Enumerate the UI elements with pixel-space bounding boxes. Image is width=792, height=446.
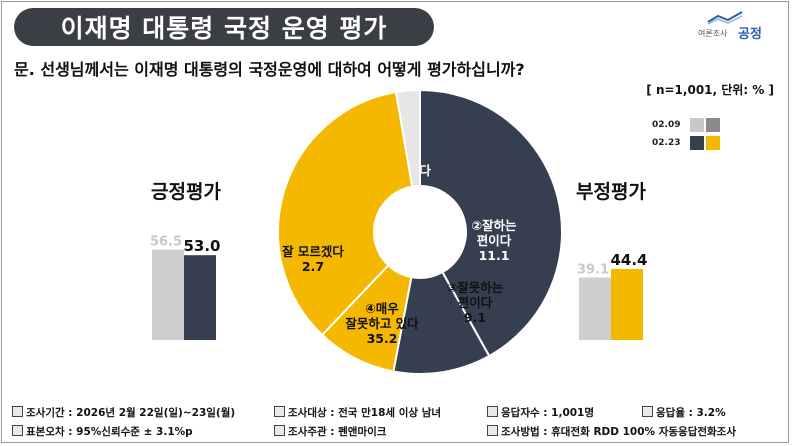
donut-slice-4 xyxy=(394,88,421,188)
logo-mark-icon xyxy=(707,11,743,25)
negative-bar-label-1: 44.4 xyxy=(610,251,647,269)
donut-slice-0 xyxy=(419,88,563,358)
positive-bar-label-0: 56.5 xyxy=(150,235,182,250)
slice-label-3-line1: ④매우 xyxy=(365,301,399,316)
donut-slice-3 xyxy=(277,90,414,337)
logo-sub-text: 여론조사 xyxy=(698,29,728,38)
bullet-square-icon xyxy=(274,425,285,436)
positive-bar-label-1: 53.0 xyxy=(183,237,220,255)
negative-title: 부정평가 xyxy=(576,181,646,203)
positive-bar-0 xyxy=(152,249,184,340)
footer-item-target: 조사대상 : 전국 만18세 이상 남녀 xyxy=(274,405,441,420)
bullet-square-icon xyxy=(12,406,23,417)
negative-bar-0 xyxy=(579,277,611,340)
bullet-square-icon xyxy=(274,406,285,417)
slice-value-1: 11.1 xyxy=(479,248,510,263)
slice-label-1-line2: 편이다 xyxy=(477,233,512,248)
footer-item-response-rate: 응답율 : 3.2% xyxy=(642,405,726,420)
footer-item-margin-error: 표본오차 : 95%신뢰수준 ± 3.1%p xyxy=(12,424,193,439)
slice-value-2: 9.1 xyxy=(464,310,486,325)
positive-title: 긍정평가 xyxy=(151,181,221,203)
slice-label-2-line2: 편이다 xyxy=(458,295,493,310)
footer-item-respondents: 응답자수 : 1,001명 xyxy=(487,405,594,420)
slice-value-4: 2.7 xyxy=(302,259,324,274)
slice-value-3: 35.2 xyxy=(367,331,398,346)
brand-logo: 여론조사 공정 xyxy=(698,10,778,44)
slice-label-3-line2: 잘못하고 있다 xyxy=(345,316,419,331)
slice-label-2-line1: ③잘못하는 xyxy=(447,280,504,295)
legend-swatch-0223-b xyxy=(706,136,720,150)
bullet-square-icon xyxy=(642,406,653,417)
negative-bar-1 xyxy=(611,268,643,340)
survey-question: 문. 선생님께서는 이재명 대통령의 국정운영에 대하여 어떻게 평가하십니까? xyxy=(14,60,525,79)
footer-item-organizer: 조사주관 : 펜앤마이크 xyxy=(274,424,386,439)
legend-label-0223: 02.23 xyxy=(652,138,681,148)
legend-swatch-0223-a xyxy=(690,136,704,150)
bullet-square-icon xyxy=(12,425,23,436)
footer-item-method: 조사방법 : 휴대전화 RDD 100% 자동응답전화조사 xyxy=(487,424,736,439)
sample-unit-note: [ n=1,001, 단위: % ] xyxy=(646,83,774,97)
slice-label-4-line1: 잘 모르겠다 xyxy=(282,244,344,259)
logo-main-text: 공정 xyxy=(738,27,762,42)
positive-bar-1 xyxy=(184,255,216,340)
footer-item-period: 조사기간 : 2026년 2월 22일(일)~23일(월) xyxy=(12,405,235,420)
slice-label-1-line1: ②잘하는 xyxy=(471,218,517,233)
legend-swatch-0209-a xyxy=(690,118,704,132)
survey-footer: 조사기간 : 2026년 2월 22일(일)~23일(월) 조사대상 : 전국 … xyxy=(12,405,780,443)
bullet-square-icon xyxy=(487,425,498,436)
negative-bar-label-0: 39.1 xyxy=(577,262,609,277)
legend-swatch-0209-b xyxy=(706,118,720,132)
page-title: 이재명 대통령 국정 운영 평가 xyxy=(14,8,434,46)
bullet-square-icon xyxy=(487,406,498,417)
legend-label-0209: 02.09 xyxy=(652,120,681,130)
chart-legend: 02.09 02.23 xyxy=(652,118,722,152)
